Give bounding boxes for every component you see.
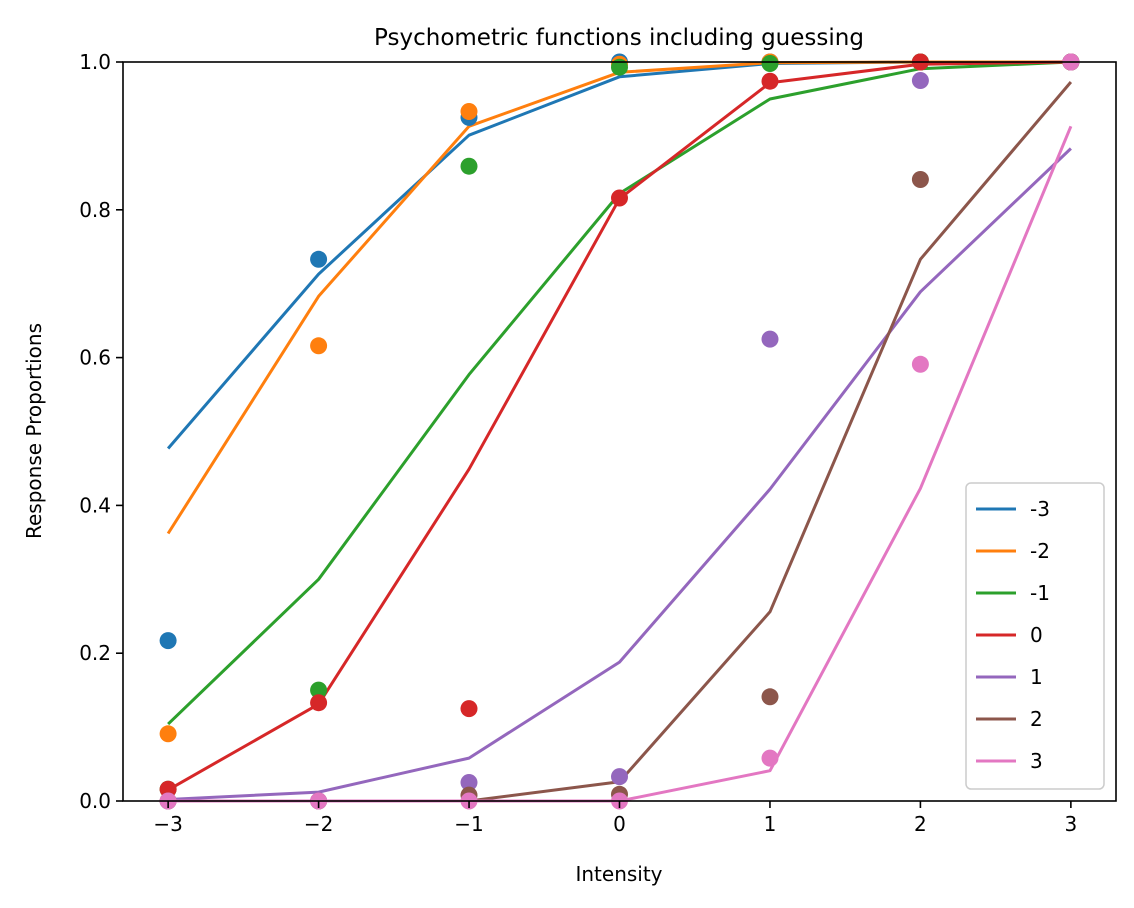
x-tick-label: 0 <box>613 812 626 836</box>
data-point <box>310 250 328 268</box>
x-tick-label: −3 <box>153 812 182 836</box>
data-point <box>611 189 628 207</box>
y-tick-label: 1.0 <box>79 50 111 74</box>
data-point <box>611 768 628 786</box>
x-axis-ticks: −3 −2 −1 0 1 2 3 <box>153 801 1077 836</box>
x-tick-label: −1 <box>454 812 483 836</box>
data-point <box>761 55 779 72</box>
legend-item: 3 <box>976 749 1043 773</box>
legend-item: 1 <box>976 665 1043 689</box>
data-point <box>911 355 929 373</box>
x-tick-label: −2 <box>304 812 333 836</box>
data-point <box>911 171 929 188</box>
y-axis-label: Response Proportions <box>22 323 46 539</box>
data-point <box>460 103 478 120</box>
series-1 <box>168 147 1072 801</box>
legend-item: 2 <box>976 707 1043 731</box>
legend-item: 0 <box>976 623 1043 647</box>
x-tick-label: 2 <box>914 812 927 836</box>
legend: -3 -2 -1 0 1 2 3 <box>965 482 1105 790</box>
legend-label: 3 <box>1030 749 1043 773</box>
y-tick-label: 0.2 <box>79 641 111 665</box>
data-point <box>761 749 779 767</box>
legend-box <box>965 482 1105 790</box>
data-point <box>310 337 328 355</box>
data-point <box>310 681 328 699</box>
data-point <box>310 694 328 712</box>
data-point <box>761 688 779 706</box>
legend-label: 2 <box>1030 707 1043 731</box>
x-tick-label: 1 <box>764 812 777 836</box>
y-axis-ticks: 0.0 0.2 0.4 0.6 0.8 1.0 <box>79 50 123 813</box>
data-point <box>460 157 478 175</box>
chart-title: Psychometric functions including guessin… <box>374 25 864 51</box>
data-point <box>159 632 177 650</box>
y-tick-label: 0.4 <box>79 493 111 517</box>
y-tick-label: 0.0 <box>79 789 111 813</box>
legend-item: -2 <box>976 539 1050 563</box>
y-tick-label: 0.6 <box>79 346 111 370</box>
legend-label: -1 <box>1030 581 1050 605</box>
data-point <box>460 700 478 718</box>
data-point <box>761 72 779 90</box>
data-point <box>761 330 779 348</box>
x-axis-label: Intensity <box>575 862 662 886</box>
y-tick-label: 0.8 <box>79 198 111 222</box>
legend-label: 1 <box>1030 665 1043 689</box>
data-point <box>159 725 177 743</box>
legend-label: 0 <box>1030 623 1043 647</box>
legend-label: -3 <box>1030 497 1050 521</box>
legend-item: -1 <box>976 581 1050 605</box>
data-point <box>911 72 929 89</box>
legend-item: -3 <box>976 497 1050 521</box>
data-point <box>159 780 177 798</box>
x-tick-label: 3 <box>1064 812 1077 836</box>
data-point <box>611 58 628 76</box>
data-point <box>460 774 478 791</box>
fit-line-1 <box>168 147 1072 801</box>
legend-label: -2 <box>1030 539 1050 563</box>
